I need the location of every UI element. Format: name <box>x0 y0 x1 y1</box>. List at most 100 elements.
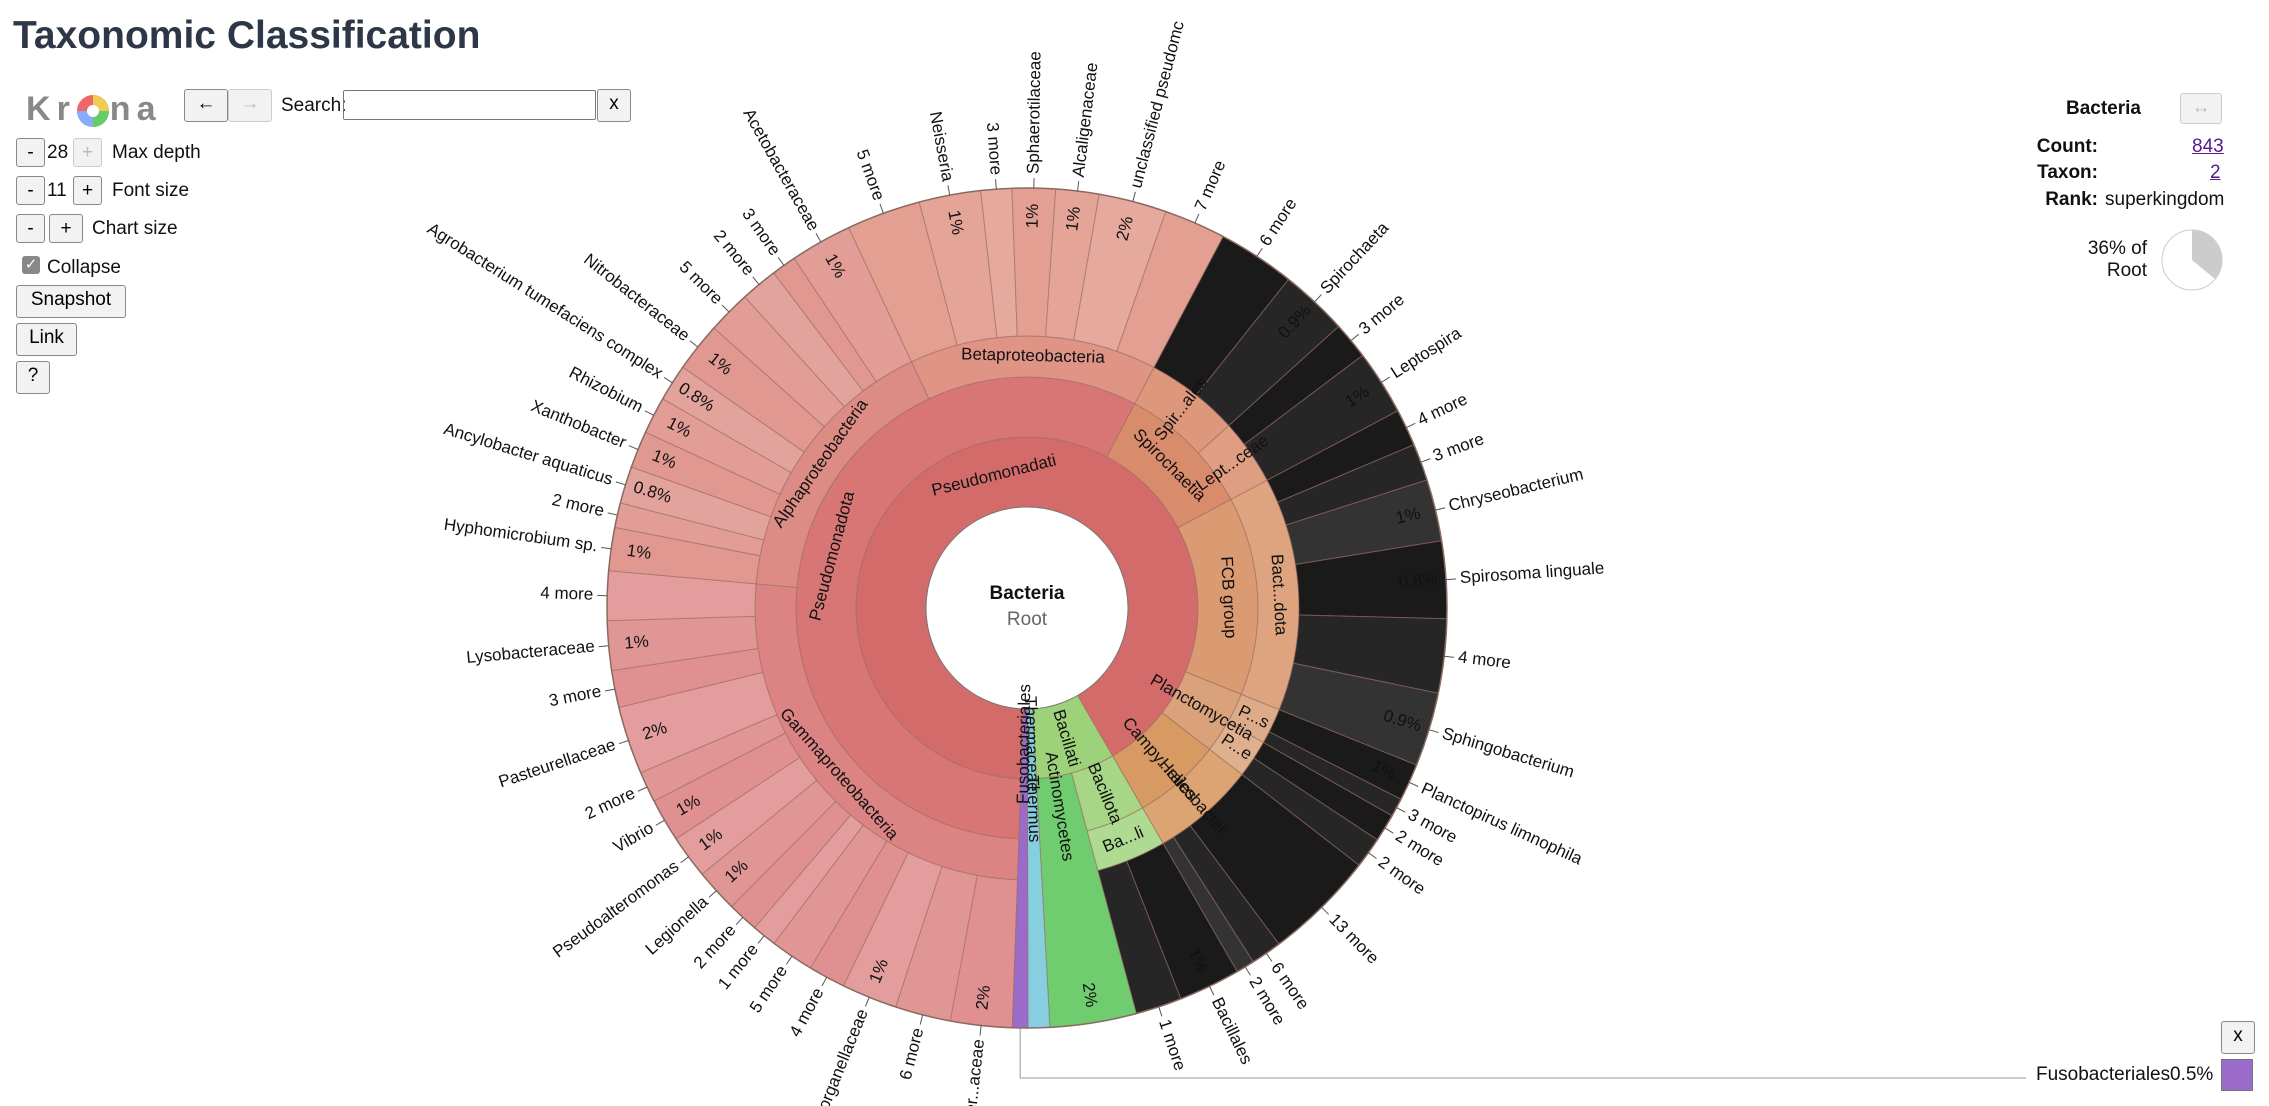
collapse-label: Collapse <box>47 257 121 278</box>
node-label: FCB group <box>1217 556 1240 639</box>
font-minus[interactable]: - <box>16 176 45 205</box>
leaf-label: 3 more <box>1430 429 1486 465</box>
forward-button[interactable]: → <box>228 89 272 122</box>
leaf-label: 5 more <box>676 257 727 308</box>
label-tick <box>752 276 760 285</box>
rank-label: Rank: <box>2045 189 2098 210</box>
label-tick <box>864 997 870 1007</box>
label-tick <box>947 185 951 196</box>
node-label: Fusobacteriales <box>1013 684 1034 804</box>
label-tick <box>1408 781 1419 787</box>
label-tick <box>1435 507 1446 511</box>
label-tick <box>757 935 765 944</box>
percent-label: 0.8% <box>1398 570 1438 592</box>
help-button[interactable]: ? <box>16 361 50 394</box>
label-tick <box>735 916 744 926</box>
label-tick <box>979 1025 982 1036</box>
rank-value: superkingdom <box>2105 189 2225 210</box>
leaf-label: Sphaerotilaceae <box>1024 51 1045 174</box>
label-tick <box>708 890 717 898</box>
chart-label: Chart size <box>92 218 178 239</box>
label-tick <box>1077 181 1080 192</box>
leaf-label: Bacillales <box>1208 994 1256 1067</box>
logo: Kr na <box>26 90 162 129</box>
label-tick <box>1446 578 1457 581</box>
node-label: Thermaceae <box>1021 696 1043 792</box>
label-tick <box>1384 827 1394 834</box>
count-value[interactable]: 843 <box>2192 136 2224 157</box>
label-tick <box>601 547 612 550</box>
label-tick <box>637 786 648 792</box>
font-plus[interactable]: + <box>73 176 102 205</box>
leaf-label: 13 more <box>1325 910 1382 968</box>
hover-connector <box>1019 1027 2026 1079</box>
percent-label: 1% <box>623 632 649 653</box>
label-tick <box>1420 458 1431 463</box>
logo-letter: a <box>136 90 162 128</box>
label-tick <box>598 645 609 648</box>
leaf-label: Alcaligenaceae <box>1069 61 1102 178</box>
taxon-label: Taxon: <box>2037 162 2098 183</box>
chart-plus[interactable]: + <box>49 214 83 243</box>
depth-minus[interactable]: - <box>16 138 45 167</box>
center-subtitle: Root <box>1007 609 1048 630</box>
swap-button[interactable]: ↔ <box>2180 93 2222 124</box>
leaf-label: 5 more <box>853 147 889 203</box>
node-label: Betaproteobacteria <box>961 344 1106 366</box>
leaf-label: 4 more <box>786 984 828 1040</box>
depth-value: 28 <box>47 142 69 163</box>
hover-close[interactable]: x <box>2221 1021 2255 1054</box>
label-tick <box>1209 986 1215 996</box>
count-label: Count: <box>2036 136 2098 157</box>
leaf-label: Xanthobacter <box>528 396 629 452</box>
logo-letter: r <box>56 90 76 128</box>
leaf-label: Leptospira <box>1387 323 1465 382</box>
label-tick <box>680 856 689 864</box>
label-tick <box>663 377 673 384</box>
taxon-value[interactable]: 2 <box>2210 162 2221 183</box>
percent-label: 1% <box>626 541 653 563</box>
back-button[interactable]: ← <box>184 89 228 122</box>
leaf-label: Vibrio <box>610 818 657 856</box>
leaf-label: 2 more <box>550 490 606 520</box>
search-clear[interactable]: x <box>597 89 631 122</box>
font-value: 11 <box>47 180 67 201</box>
label-tick <box>644 410 655 416</box>
label-tick <box>604 688 615 692</box>
details-title: Bacteria <box>2066 98 2141 119</box>
leaf-label: Lysobacteraceae <box>465 637 595 667</box>
label-tick <box>615 481 626 486</box>
label-tick <box>919 1014 924 1025</box>
label-tick <box>1265 952 1273 962</box>
leaf-label: Hyphomicrobium sp. <box>443 515 599 556</box>
leaf-label: 4 more <box>1414 389 1470 429</box>
label-tick <box>1158 1006 1163 1017</box>
depth-label: Max depth <box>112 142 201 163</box>
leaf-label: unclassified pseudomc <box>1126 18 1188 190</box>
share-pie-slice <box>2192 230 2223 280</box>
center-hole <box>925 506 1129 710</box>
label-tick <box>721 304 730 313</box>
label-tick <box>821 976 828 987</box>
label-tick <box>995 179 997 190</box>
collapse-checkbox[interactable]: ✓ <box>22 256 40 274</box>
label-tick <box>689 340 699 348</box>
outer-ring <box>606 187 1448 1029</box>
link-button[interactable]: Link <box>16 323 77 356</box>
label-tick <box>879 203 884 214</box>
snapshot-button[interactable]: Snapshot <box>16 285 126 318</box>
label-tick <box>618 740 629 745</box>
leaf-label: Chryseobacterium <box>1447 464 1586 515</box>
label-tick <box>607 512 618 516</box>
share-of: Root <box>2106 260 2147 281</box>
logo-letter: n <box>109 90 137 128</box>
depth-plus[interactable]: + <box>73 138 102 167</box>
leaf-label: Spirochaeta <box>1316 218 1392 298</box>
label-tick <box>1256 247 1263 257</box>
label-tick <box>815 233 822 243</box>
leaf-label: 3 more <box>547 681 603 710</box>
percent-label: 2% <box>1079 981 1102 1008</box>
search-input[interactable] <box>343 90 596 120</box>
chart-minus[interactable]: - <box>16 214 45 243</box>
